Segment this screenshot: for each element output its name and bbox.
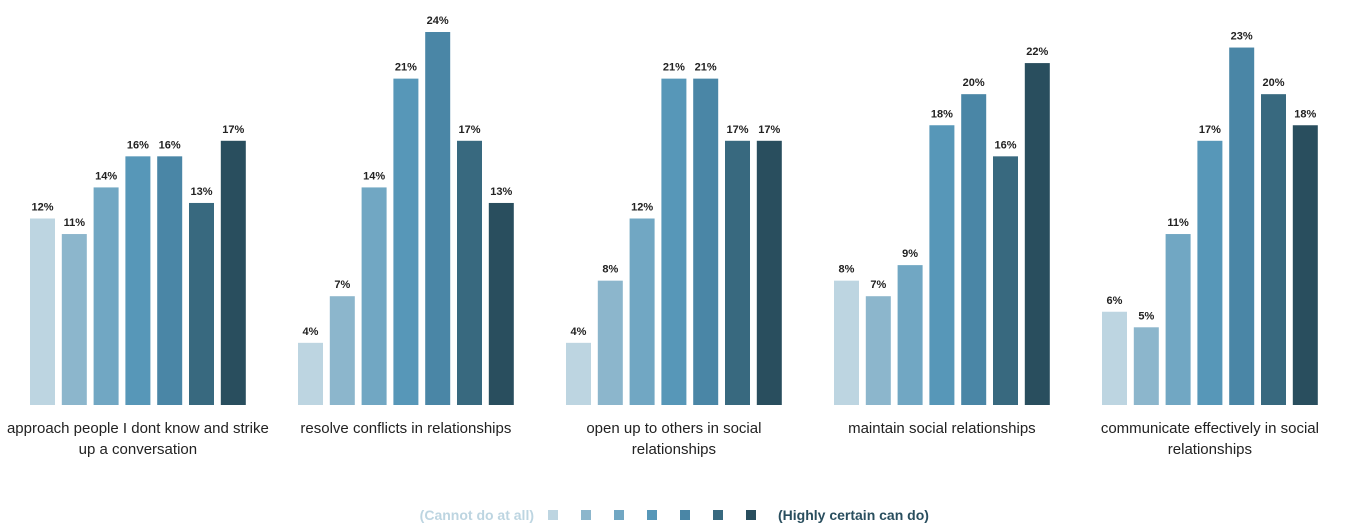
bar xyxy=(1197,140,1223,405)
bar xyxy=(457,140,482,405)
bar xyxy=(329,296,355,405)
bar xyxy=(157,156,183,405)
bar xyxy=(961,94,987,406)
value-label: 20% xyxy=(963,77,985,89)
bar xyxy=(566,342,591,405)
category-label: resolve conflicts in relationships xyxy=(300,420,512,437)
value-label: 4% xyxy=(303,326,319,338)
bar xyxy=(125,156,151,405)
value-label: 21% xyxy=(695,62,717,74)
bar xyxy=(929,125,955,405)
bar xyxy=(1165,234,1191,405)
bar xyxy=(1292,125,1318,405)
value-label: 16% xyxy=(994,139,1016,151)
legend-swatch xyxy=(680,510,690,520)
value-label: 14% xyxy=(363,170,385,182)
legend-swatch xyxy=(614,510,624,520)
value-label: 14% xyxy=(95,170,117,182)
legend-swatch xyxy=(746,510,756,520)
value-label: 21% xyxy=(395,62,417,74)
value-label: 12% xyxy=(631,202,653,214)
value-label: 21% xyxy=(663,62,685,74)
value-label: 13% xyxy=(490,186,512,198)
legend-label: (Highly certain can do) xyxy=(778,507,929,523)
value-label: 13% xyxy=(190,186,212,198)
bar xyxy=(93,187,119,405)
bar xyxy=(61,234,87,405)
bar xyxy=(488,202,514,405)
value-label: 8% xyxy=(839,264,855,276)
bar xyxy=(1261,94,1286,406)
bar xyxy=(1229,47,1255,406)
bar xyxy=(834,280,859,405)
legend-label: (Cannot do at all) xyxy=(420,507,534,523)
category-label: approach people I dont know and strike u… xyxy=(6,420,269,458)
bar xyxy=(425,32,451,405)
value-label: 7% xyxy=(334,279,350,291)
bar xyxy=(661,78,687,405)
value-label: 18% xyxy=(931,108,953,120)
value-label: 23% xyxy=(1231,31,1253,43)
legend-swatch xyxy=(548,510,558,520)
bar xyxy=(1024,63,1050,405)
value-label: 24% xyxy=(427,15,449,27)
bar xyxy=(189,202,214,405)
category-label: communicate effectively in social relati… xyxy=(1100,420,1319,458)
value-label: 12% xyxy=(31,202,53,214)
value-label: 11% xyxy=(1167,217,1189,229)
bar xyxy=(897,265,923,405)
value-label: 22% xyxy=(1026,46,1048,58)
bar xyxy=(629,218,655,405)
value-label: 17% xyxy=(758,124,780,136)
value-label: 7% xyxy=(870,279,886,291)
bar xyxy=(393,78,419,405)
value-label: 17% xyxy=(222,124,244,136)
legend-swatch xyxy=(581,510,591,520)
bar xyxy=(693,78,719,405)
category-label: open up to others in social relationship… xyxy=(586,420,762,458)
bar xyxy=(1102,311,1127,405)
category-label: maintain social relationships xyxy=(848,420,1036,437)
value-label: 11% xyxy=(64,217,86,229)
value-label: 18% xyxy=(1294,108,1316,120)
bar xyxy=(30,218,55,405)
bar xyxy=(725,140,750,405)
bar xyxy=(220,140,246,405)
value-label: 17% xyxy=(1199,124,1221,136)
bar xyxy=(993,156,1018,405)
bar xyxy=(756,140,782,405)
value-label: 17% xyxy=(458,124,480,136)
value-label: 6% xyxy=(1107,295,1123,307)
value-label: 5% xyxy=(1138,310,1154,322)
legend-swatch xyxy=(647,510,657,520)
bar xyxy=(865,296,891,405)
legend-swatch xyxy=(713,510,723,520)
value-label: 17% xyxy=(726,124,748,136)
bar xyxy=(1133,327,1159,405)
bar xyxy=(597,280,623,405)
value-label: 4% xyxy=(571,326,587,338)
value-label: 20% xyxy=(1262,77,1284,89)
value-label: 16% xyxy=(127,139,149,151)
value-label: 8% xyxy=(602,264,618,276)
value-label: 16% xyxy=(159,139,181,151)
value-label: 9% xyxy=(902,248,918,260)
bar xyxy=(361,187,387,405)
bar xyxy=(298,342,323,405)
